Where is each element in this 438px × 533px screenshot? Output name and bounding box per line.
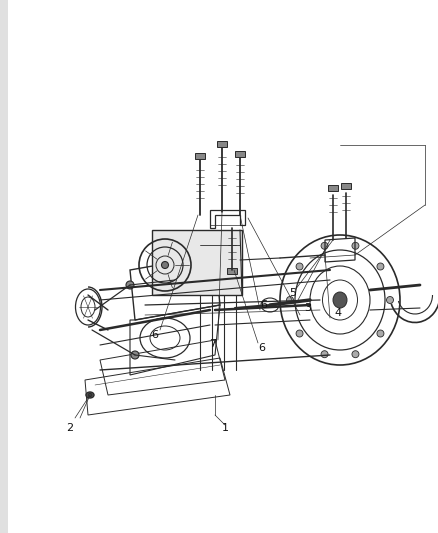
Text: 6: 6 (152, 330, 159, 340)
Ellipse shape (321, 243, 328, 249)
Text: 1: 1 (222, 423, 229, 433)
Ellipse shape (162, 262, 169, 269)
Bar (235, 151, 245, 157)
Ellipse shape (352, 351, 359, 358)
Bar (341, 183, 351, 189)
Ellipse shape (88, 393, 92, 397)
Ellipse shape (86, 392, 94, 398)
Text: 5: 5 (290, 288, 297, 298)
Ellipse shape (131, 351, 139, 359)
Ellipse shape (333, 292, 347, 308)
Ellipse shape (286, 296, 293, 303)
Text: 6: 6 (258, 343, 265, 353)
Text: 7: 7 (209, 339, 216, 349)
Ellipse shape (296, 330, 303, 337)
Bar (227, 268, 237, 274)
Text: 3: 3 (304, 303, 311, 313)
Bar (217, 141, 227, 147)
Bar (0, 0, 8, 533)
Ellipse shape (352, 243, 359, 249)
Ellipse shape (386, 296, 393, 303)
Ellipse shape (377, 330, 384, 337)
Bar (152, 230, 242, 295)
Ellipse shape (377, 263, 384, 270)
Text: 6: 6 (261, 300, 268, 310)
Ellipse shape (126, 281, 134, 289)
Text: 2: 2 (67, 423, 74, 433)
Text: 4: 4 (335, 308, 342, 318)
Ellipse shape (321, 351, 328, 358)
Ellipse shape (296, 263, 303, 270)
Bar (195, 153, 205, 159)
Bar (328, 185, 338, 191)
